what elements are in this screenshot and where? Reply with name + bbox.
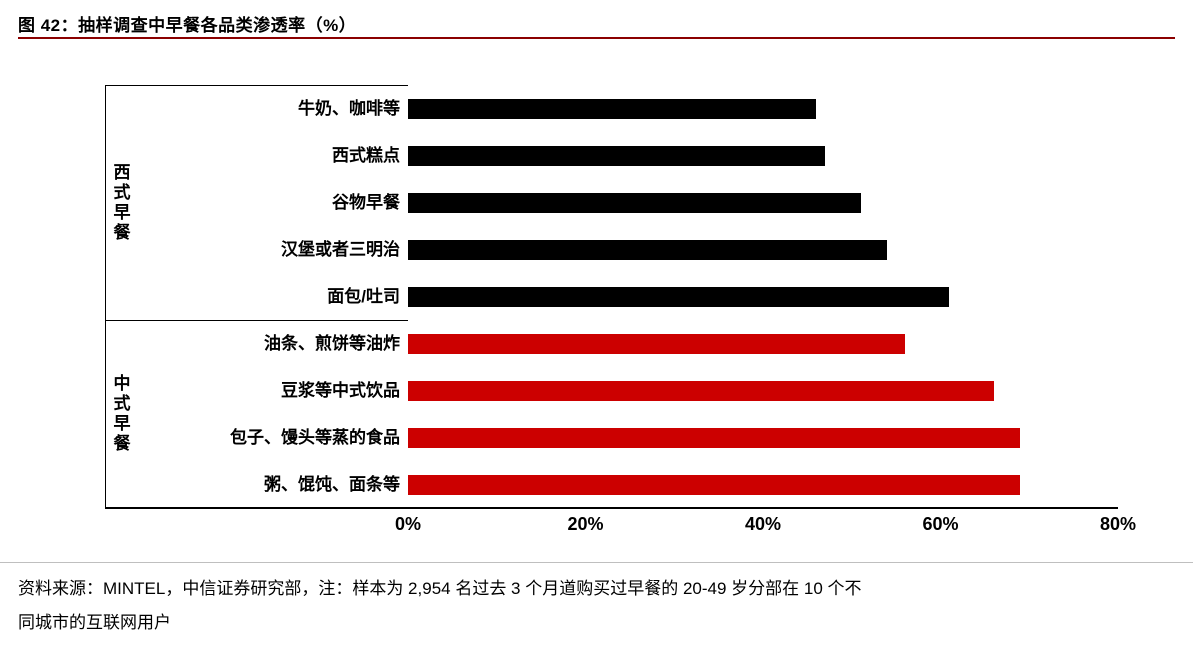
bar-segment [408,474,1021,495]
x-axis-tick-label: 40% [744,514,782,534]
axis-group-label-text: 西式早餐 [110,162,130,243]
x-axis-tick-label: 60% [922,514,959,534]
bar-segment [408,192,861,213]
label-box-left-line [105,85,106,508]
category-label: 汉堡或者三明治 [281,239,400,259]
axis-group-label: 西式早餐 [105,85,135,320]
category-label: 油条、煎饼等油炸 [264,333,400,353]
source-note-line1: 资料来源：MINTEL，中信证券研究部，注：样本为 2,954 名过去 3 个月… [18,579,862,598]
category-label: 牛奶、咖啡等 [298,98,400,118]
x-axis-tick-label: 20% [567,514,604,534]
category-label: 粥、馄饨、面条等 [264,474,400,494]
bar-segment [408,427,1021,448]
source-note: 资料来源：MINTEL，中信证券研究部，注：样本为 2,954 名过去 3 个月… [18,572,1178,640]
group-divider-line [105,320,408,321]
figure-title: 图 42：抽样调查中早餐各品类渗透率（%） [18,16,357,35]
bar-segment [408,239,888,260]
category-label: 豆浆等中式饮品 [281,380,400,400]
category-label: 包子、馒头等蒸的食品 [230,427,400,447]
axis-group-label-text: 中式早餐 [110,374,130,454]
category-label: 谷物早餐 [332,192,400,212]
bar-segment [408,380,994,401]
x-axis-tick-label: 0% [394,514,421,534]
category-label: 面包/吐司 [327,286,400,306]
x-axis-line [105,507,1118,509]
x-axis-tick-label: 80% [1099,514,1137,534]
bar-segment [408,286,950,307]
footer-divider [0,562,1193,563]
bar-segment [408,98,817,119]
bar-segment [408,145,826,166]
bar-segment [408,333,905,354]
source-note-line2: 同城市的互联网用户 [18,613,171,632]
label-box-top-line [105,85,408,86]
title-underline [18,37,1175,39]
category-label: 西式糕点 [332,145,400,165]
axis-group-label: 中式早餐 [105,320,135,508]
